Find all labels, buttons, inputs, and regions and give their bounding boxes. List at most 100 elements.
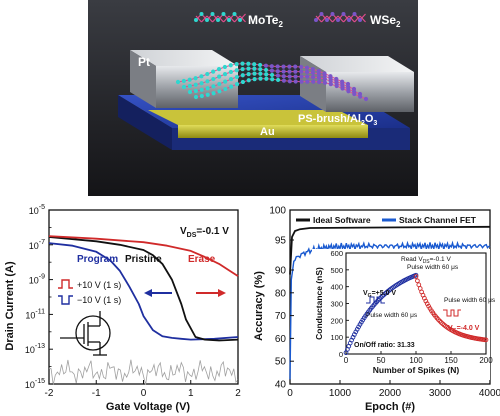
read-rest: =-0.1 V	[430, 256, 452, 263]
inset-xlabel: Number of Spikes (N)	[373, 365, 460, 375]
lattice-bond	[359, 15, 366, 23]
atom	[293, 74, 298, 79]
atom	[211, 91, 216, 96]
pristine-label: Pristine	[125, 254, 162, 265]
dielectric-label: PS-brush/Al2O3	[298, 113, 377, 127]
x-tick-label: 0	[287, 388, 293, 399]
atom	[252, 66, 257, 71]
atom	[328, 82, 333, 87]
lattice-legend	[194, 12, 366, 23]
inset-y-tick-label: 600	[330, 249, 343, 258]
lattice-bond	[332, 15, 339, 23]
depression-point	[426, 303, 431, 309]
atom	[193, 82, 198, 87]
au-label: Au	[260, 126, 275, 138]
atom	[275, 64, 280, 69]
atom	[199, 87, 204, 92]
y-tick-base: 10	[29, 206, 39, 216]
inset-y-tick-label: 100	[330, 333, 343, 342]
pt-left-top	[130, 50, 238, 66]
mote2-label: MoTe2	[248, 13, 283, 29]
atom	[234, 68, 239, 73]
inset-ylabel: Conductance (nS)	[314, 267, 324, 340]
lattice-atom	[216, 18, 220, 22]
vg-plus-text: VG=+5.0 V	[363, 290, 396, 299]
pulse-width-left: Pulse width 60 μs	[366, 312, 418, 319]
inset-y-tick-label: 500	[330, 266, 343, 275]
atom	[246, 72, 251, 77]
atom	[216, 67, 222, 72]
atom	[316, 68, 321, 74]
atom	[240, 73, 245, 78]
lattice-bond	[206, 15, 213, 23]
series-line-ideal-software	[289, 225, 491, 275]
atom	[275, 77, 281, 83]
atom	[240, 67, 245, 72]
atom	[264, 76, 269, 81]
y-tick-exponent: -15	[35, 378, 45, 385]
vds-label: VDS=-0.1 V	[180, 226, 229, 239]
y-tick-exponent: -13	[35, 343, 45, 350]
atom	[311, 79, 316, 84]
noise-floor-line	[48, 359, 239, 385]
vg-minus-text: VG=-4.0 V	[448, 325, 480, 334]
y-tick-label: 90	[275, 266, 287, 277]
lattice-atom	[336, 18, 340, 22]
lattice-bond	[343, 15, 350, 23]
y-tick-exponent: -7	[39, 239, 45, 246]
series-line-erase	[48, 235, 239, 277]
depression-pulse-icon	[443, 309, 461, 317]
inset-y-tick-label: 400	[330, 283, 343, 292]
atom	[205, 86, 210, 91]
read-text: Read V	[401, 256, 423, 263]
device-schematic: Au Pt MoTe2 WSe2 PS-brush/Al2O3	[88, 0, 418, 196]
y-tick-label: 10-7	[29, 239, 45, 251]
au-gate-top	[148, 110, 368, 125]
y-tick-label: 10-5	[29, 204, 45, 216]
x-tick-label: 1000	[329, 388, 352, 399]
atom	[317, 79, 322, 85]
pulse-width-top: Pulse width 60 μs	[407, 264, 459, 271]
y-tick-label: 60	[275, 334, 287, 345]
series-line-pristine	[48, 236, 239, 342]
lattice-bond	[326, 15, 333, 23]
y-tick-label: 50	[275, 357, 287, 368]
iv-xlabel: Gate Voltage (V)	[106, 401, 190, 413]
au-gate-front	[178, 125, 368, 138]
lattice-bond	[228, 15, 235, 23]
atom	[193, 94, 199, 100]
lattice-atom	[199, 12, 204, 16]
lattice-bond	[223, 15, 230, 23]
atom	[252, 62, 257, 67]
atom	[193, 76, 198, 81]
lattice-atom	[358, 18, 362, 22]
substrate-side	[118, 95, 172, 150]
atom	[234, 62, 239, 67]
atom	[281, 64, 286, 69]
atom	[281, 74, 286, 79]
y-tick-label: 95	[275, 236, 287, 247]
atom	[293, 79, 298, 84]
atom	[217, 89, 222, 94]
atom	[305, 79, 310, 84]
atom	[246, 66, 251, 71]
series-line-program	[48, 242, 239, 341]
2d-channel-atoms	[175, 61, 369, 102]
lattice-atom	[325, 18, 329, 22]
y-tick-label: 10-9	[29, 274, 45, 286]
atom	[234, 74, 239, 80]
series-line-stack-channel-fet	[289, 240, 491, 380]
y-tick-base: 10	[29, 276, 39, 286]
atom	[228, 63, 233, 68]
atom	[181, 78, 186, 84]
inset-x-tick-label: 0	[344, 356, 349, 365]
atom	[305, 69, 310, 75]
lattice-atom	[232, 12, 237, 16]
vg-minus-main: V	[448, 325, 453, 332]
atom	[305, 74, 310, 79]
lattice-bond	[217, 15, 224, 23]
positive-pulse-label: +10 V (1 s)	[77, 280, 121, 290]
x-tick-label: -1	[92, 388, 101, 399]
atom	[316, 72, 321, 77]
